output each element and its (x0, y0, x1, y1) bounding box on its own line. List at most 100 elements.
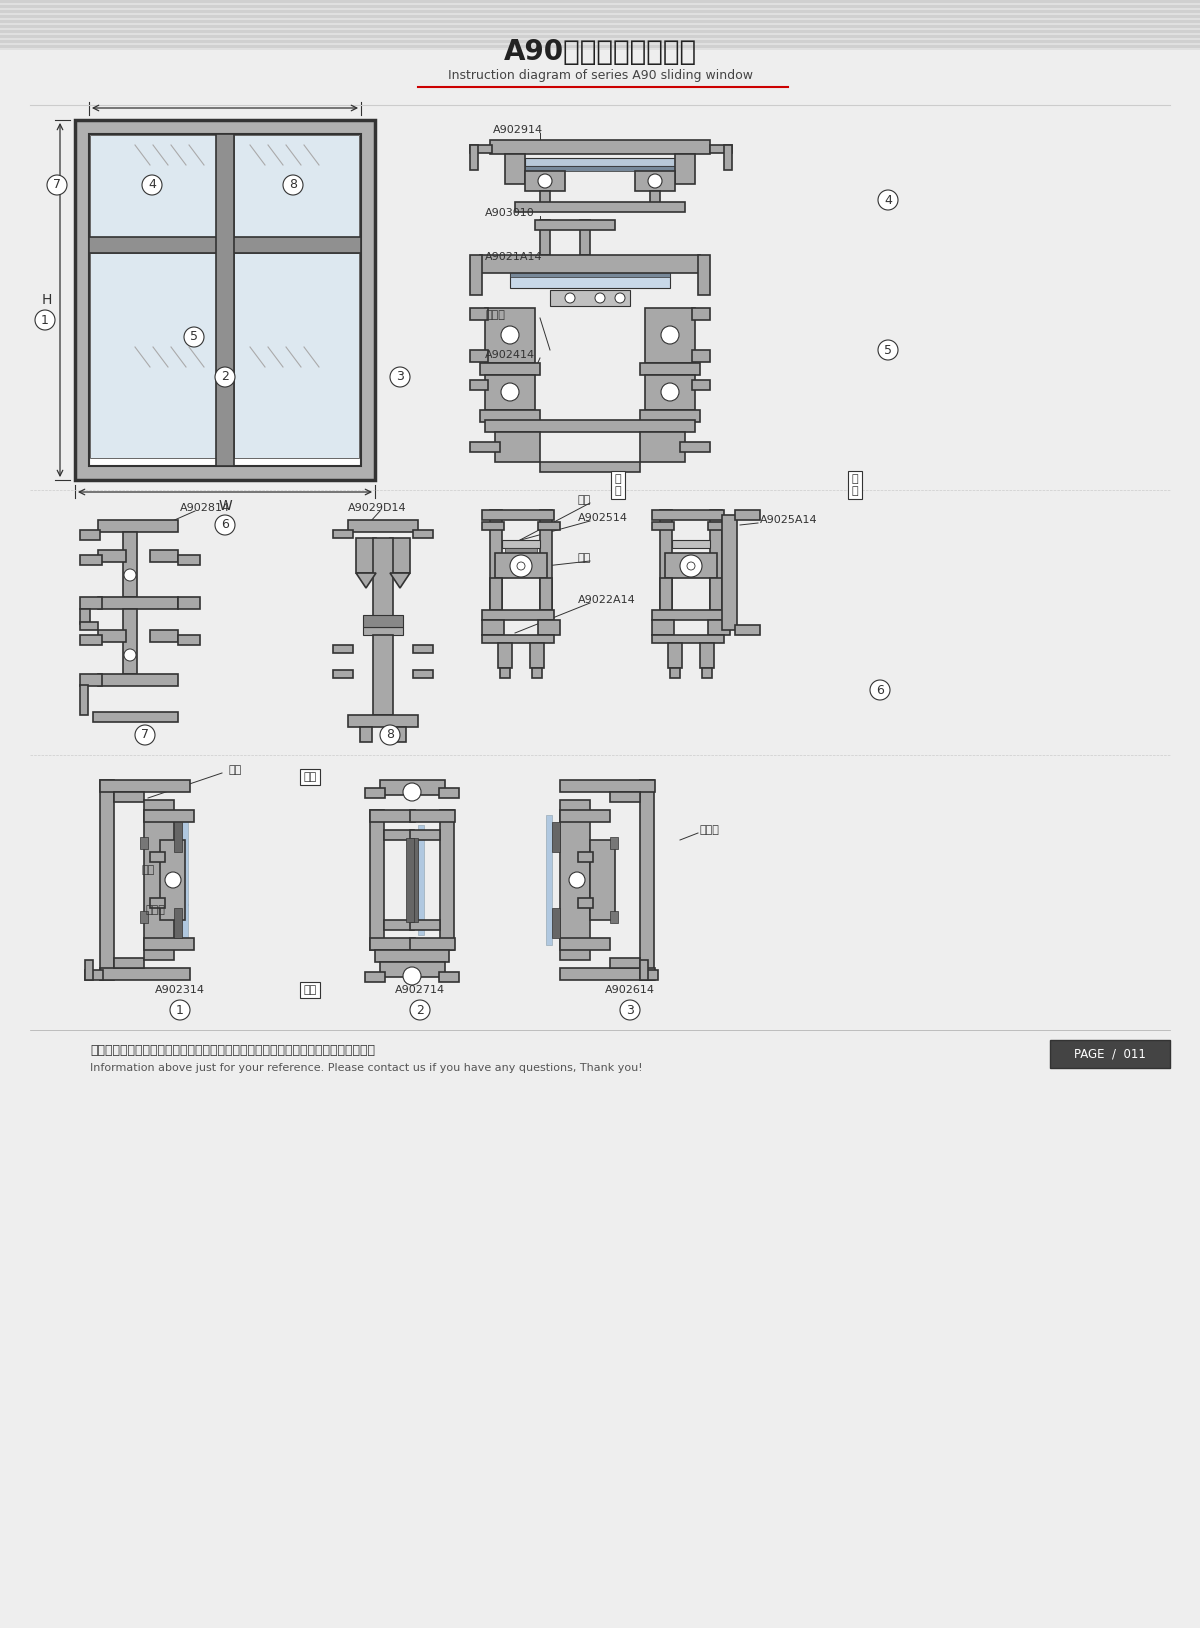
Bar (470, 308, 488, 321)
Bar (532, 667, 542, 677)
Bar (670, 667, 680, 677)
Circle shape (124, 570, 136, 581)
Bar (700, 643, 714, 667)
Bar (470, 145, 478, 169)
Bar (413, 531, 433, 537)
Polygon shape (390, 573, 410, 588)
Bar (182, 816, 188, 944)
Bar (380, 780, 445, 794)
Bar (0, 3, 1200, 5)
Bar (364, 627, 403, 635)
Bar (724, 145, 732, 169)
Bar (90, 135, 216, 238)
Bar (85, 970, 103, 980)
Bar (722, 514, 737, 630)
Bar (373, 537, 394, 619)
Bar (356, 537, 376, 573)
Bar (0, 20, 1200, 23)
Bar (560, 799, 590, 961)
Bar (140, 837, 148, 848)
Bar (0, 0, 1200, 3)
Bar (334, 671, 353, 677)
Bar (0, 23, 1200, 24)
Bar (560, 780, 655, 791)
Text: 8: 8 (289, 179, 298, 192)
Circle shape (878, 190, 898, 210)
Bar (485, 374, 535, 410)
Bar (610, 837, 618, 848)
Text: 3: 3 (396, 371, 404, 384)
Bar (150, 899, 166, 908)
Bar (485, 420, 695, 431)
Bar (650, 190, 660, 207)
Bar (560, 969, 655, 980)
Bar (505, 549, 538, 554)
Circle shape (616, 293, 625, 303)
Bar (610, 912, 618, 923)
Bar (652, 610, 724, 620)
Circle shape (124, 650, 136, 661)
Bar (124, 609, 137, 674)
Bar (482, 510, 554, 519)
Bar (560, 938, 610, 951)
Bar (0, 18, 1200, 20)
Bar (98, 630, 126, 641)
Circle shape (390, 366, 410, 387)
Circle shape (502, 326, 520, 344)
Circle shape (47, 174, 67, 195)
Bar (640, 363, 700, 374)
Bar (490, 510, 502, 610)
Text: 室外: 室外 (304, 985, 317, 995)
Bar (578, 851, 593, 861)
Bar (490, 140, 710, 155)
Bar (538, 620, 560, 635)
Text: A902814: A902814 (180, 503, 230, 513)
Text: 条形锁: 条形锁 (700, 825, 720, 835)
Bar (410, 938, 455, 951)
Bar (502, 540, 540, 549)
Text: A9025A14: A9025A14 (760, 514, 817, 524)
Bar (80, 674, 102, 685)
Bar (174, 822, 182, 851)
Bar (413, 671, 433, 677)
Bar (439, 972, 458, 982)
Bar (370, 938, 415, 951)
Bar (90, 252, 216, 457)
Bar (526, 171, 565, 190)
Bar (234, 252, 359, 457)
Bar (80, 531, 100, 540)
Bar (348, 519, 418, 532)
Bar (640, 431, 685, 462)
Bar (0, 42, 1200, 46)
Bar (515, 202, 685, 212)
Bar (698, 256, 710, 295)
Bar (334, 645, 353, 653)
Polygon shape (356, 573, 376, 588)
Bar (98, 550, 126, 562)
Bar (0, 13, 1200, 15)
Bar (540, 190, 550, 207)
Bar (482, 610, 554, 620)
Bar (470, 379, 488, 391)
Bar (734, 625, 760, 635)
Bar (140, 912, 148, 923)
Bar (485, 308, 535, 363)
Bar (370, 811, 415, 822)
Bar (692, 379, 710, 391)
Circle shape (595, 293, 605, 303)
Bar (98, 674, 178, 685)
Bar (692, 308, 710, 321)
Circle shape (680, 555, 702, 576)
Circle shape (661, 383, 679, 400)
Bar (0, 24, 1200, 28)
Bar (80, 609, 90, 624)
Bar (394, 728, 406, 742)
Bar (498, 643, 512, 667)
Bar (470, 350, 488, 361)
Bar (640, 961, 648, 980)
Bar (490, 578, 502, 610)
Bar (80, 622, 98, 630)
Circle shape (661, 326, 679, 344)
Bar (635, 171, 674, 190)
Text: A9029D14: A9029D14 (348, 503, 407, 513)
